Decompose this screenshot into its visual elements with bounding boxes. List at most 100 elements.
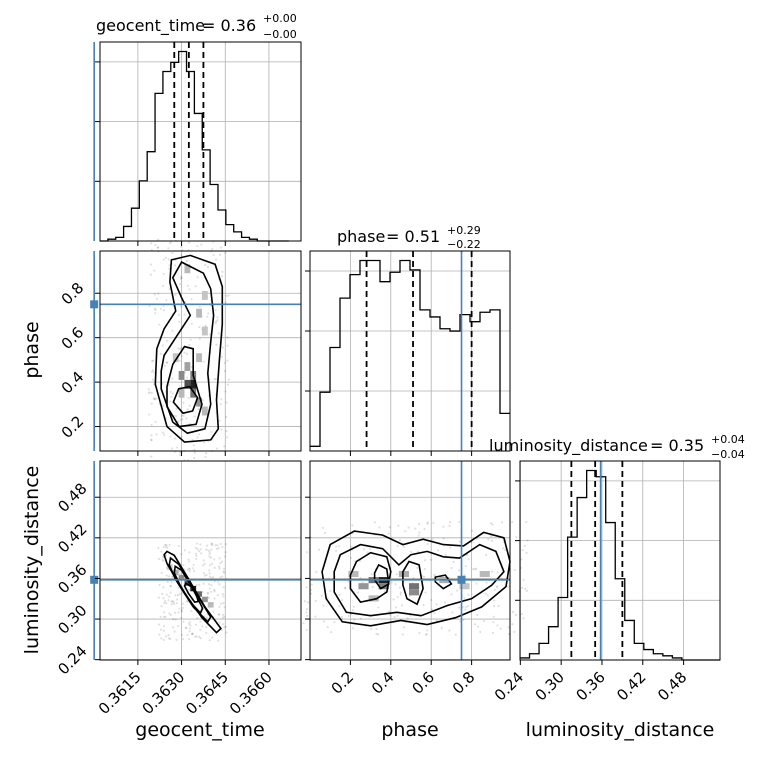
luminosity-distance-vs-phase-sample (450, 593, 453, 596)
phase-vs-geocent-time-sample (188, 241, 191, 244)
phase-vs-geocent-time-sample (180, 276, 183, 280)
luminosity-distance-vs-geocent-time-density-cell-1 (184, 580, 191, 586)
phase-title-main: phase (337, 227, 385, 246)
luminosity-distance-vs-phase-sample (407, 526, 410, 529)
luminosity-distance-vs-phase-sample (402, 545, 406, 548)
luminosity-distance-vs-geocent-time-sample (219, 576, 222, 579)
luminosity-distance-vs-geocent-time-sample (221, 575, 224, 578)
phase-vs-geocent-time-sample (227, 294, 230, 297)
luminosity-distance-vs-geocent-time-sample (210, 542, 214, 545)
luminosity-distance-vs-phase-sample (492, 621, 495, 624)
phase-vs-geocent-time-sample (219, 253, 222, 256)
luminosity-distance-vs-geocent-time-sample (182, 563, 185, 567)
phase-vs-geocent-time-sample (154, 312, 157, 315)
phase-vs-geocent-time-sample (198, 337, 201, 340)
luminosity-distance-vs-phase-sample (503, 548, 507, 551)
luminosity-distance-vs-geocent-time-sample (220, 560, 223, 563)
luminosity-distance-vs-phase-sample (307, 601, 310, 604)
phase-vs-geocent-time-sample (193, 456, 196, 459)
geocent-time-hist-frame (99, 41, 302, 242)
luminosity-distance-vs-phase-sample (491, 523, 494, 526)
luminosity-distance-vs-geocent-time-sample (225, 631, 228, 634)
phase-vs-geocent-time-sample (186, 408, 189, 411)
phase-vs-geocent-time-sample (155, 433, 158, 436)
luminosity-distance-vs-phase-sample (351, 609, 354, 612)
luminosity-distance-vs-phase-sample (337, 545, 341, 548)
luminosity-distance-vs-geocent-time-sample (203, 562, 206, 565)
luminosity-distance-vs-phase-sample (334, 549, 338, 552)
luminosity-distance-vs-geocent-time-sample (201, 625, 204, 628)
phase-vs-geocent-time-sample (191, 438, 194, 441)
phase-vs-geocent-time-sample (161, 344, 164, 347)
luminosity-distance-vs-phase-sample (450, 566, 453, 570)
luminosity-distance-vs-phase-sample (424, 591, 427, 594)
luminosity-distance-vs-phase-sample (423, 567, 426, 571)
luminosity-distance-vs-phase-sample (353, 618, 356, 621)
luminosity-distance-y-tick-label-3: 0.42 (54, 520, 90, 556)
luminosity-distance-vs-phase-sample (406, 617, 409, 620)
luminosity-distance-vs-geocent-time-sample (200, 552, 203, 555)
luminosity-distance-vs-phase-sample (371, 585, 374, 589)
luminosity-distance-vs-geocent-time-sample (213, 590, 216, 593)
luminosity-distance-vs-geocent-time-sample (161, 592, 164, 595)
luminosity-distance-vs-geocent-time-sample (218, 557, 221, 560)
phase-vs-geocent-time-sample (171, 251, 174, 255)
luminosity-distance-vs-phase-sample (426, 521, 429, 524)
luminosity-distance-vs-phase-sample (330, 630, 333, 634)
phase-vs-geocent-time-density-cell-14 (201, 406, 208, 416)
luminosity-distance-vs-geocent-time-sample (222, 586, 225, 589)
luminosity-distance-title-main: luminosity_distance (489, 436, 648, 456)
luminosity-distance-vs-geocent-time-sample (157, 557, 160, 561)
luminosity-distance-vs-geocent-time-sample (188, 551, 191, 554)
luminosity-distance-vs-phase-sample (399, 591, 403, 594)
phase-vs-geocent-time-sample (154, 308, 157, 311)
luminosity-distance-vs-geocent-time-sample (188, 568, 191, 571)
luminosity-distance-vs-phase-sample (423, 575, 426, 578)
luminosity-distance-vs-geocent-time-sample (162, 586, 165, 589)
luminosity-distance-vs-phase-sample (314, 615, 317, 618)
luminosity-distance-vs-phase-sample (322, 620, 326, 623)
luminosity-distance-y-tick-label-4: 0.48 (54, 480, 90, 516)
x-axis-label-phase: phase (381, 719, 438, 741)
phase-vs-geocent-time-sample (205, 452, 208, 455)
luminosity-distance-vs-phase-sample (426, 629, 429, 632)
luminosity-distance-vs-phase-sample (486, 594, 489, 597)
luminosity-distance-vs-phase-sample (375, 632, 378, 635)
luminosity-distance-vs-geocent-time-sample (195, 554, 198, 557)
phase-vs-geocent-time-sample (183, 313, 186, 316)
phase-vs-geocent-time-sample (183, 351, 186, 354)
luminosity-distance-vs-phase-sample (314, 599, 317, 603)
phase-vs-geocent-time-sample (153, 269, 156, 272)
luminosity-distance-vs-phase-sample (426, 542, 429, 546)
phase-vs-geocent-time-sample (159, 307, 162, 310)
phase-vs-geocent-time-sample (162, 272, 165, 276)
luminosity-distance-vs-geocent-time-sample (214, 544, 217, 547)
luminosity-distance-vs-geocent-time-sample (215, 547, 219, 550)
luminosity-distance-vs-geocent-time-sample (201, 564, 205, 567)
phase-vs-geocent-time-sample (177, 420, 180, 423)
luminosity-distance-vs-geocent-time-sample (224, 625, 227, 628)
luminosity-distance-vs-geocent-time-sample (210, 636, 214, 639)
luminosity-distance-vs-geocent-time-sample (222, 570, 225, 573)
luminosity-distance-vs-geocent-time-sample (186, 600, 189, 603)
luminosity-distance-vs-geocent-time-sample (163, 615, 166, 618)
phase-vs-geocent-time-sample (217, 332, 220, 335)
luminosity-distance-vs-geocent-time-sample (163, 601, 166, 605)
luminosity-distance-vs-phase-sample (333, 620, 336, 624)
luminosity-distance-vs-geocent-time-sample (187, 558, 190, 561)
luminosity-distance-vs-phase-sample (338, 593, 341, 596)
luminosity-distance-vs-phase-sample (350, 545, 353, 549)
luminosity-distance-vs-geocent-time-sample (217, 639, 220, 642)
luminosity-distance-vs-phase-density-cell-9 (479, 570, 490, 578)
luminosity-distance-vs-phase-sample (399, 593, 402, 596)
luminosity-distance-vs-geocent-time-sample (188, 620, 191, 624)
phase-vs-geocent-time-sample (169, 435, 172, 438)
phase-vs-geocent-time-density-cell-11 (201, 291, 208, 300)
phase-vs-geocent-time-sample (193, 415, 196, 418)
luminosity-distance-vs-geocent-time-sample (166, 580, 169, 584)
luminosity-distance-vs-phase-sample (356, 591, 360, 594)
phase-y-tick-label-3: 0.8 (58, 279, 88, 309)
luminosity-distance-vs-geocent-time-sample (213, 597, 216, 600)
luminosity-distance-vs-phase-sample (401, 633, 404, 636)
luminosity-distance-vs-phase-sample (398, 539, 401, 542)
